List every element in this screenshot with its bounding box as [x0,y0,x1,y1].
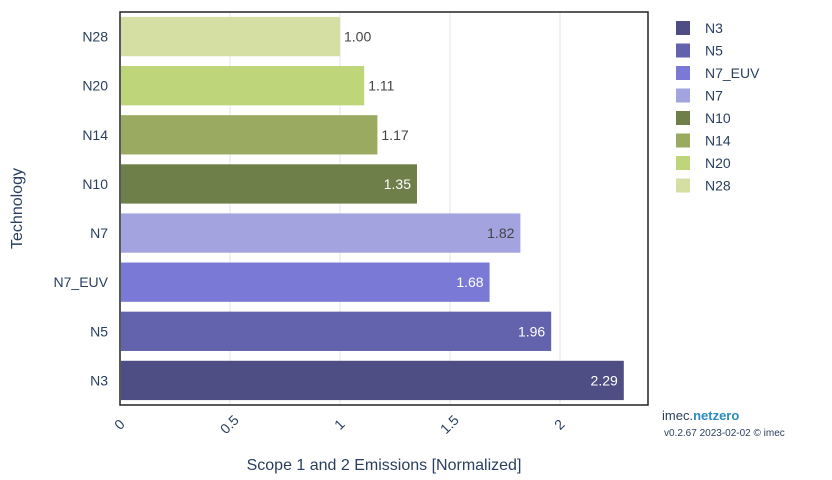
y-tick-label: N7_EUV [54,274,109,290]
y-tick-label: N10 [82,176,108,192]
x-tick-label: 2 [551,416,568,433]
legend-label[interactable]: N7 [705,88,723,104]
legend-swatch[interactable] [676,156,690,170]
legend-swatch[interactable] [676,66,690,80]
bar-N20[interactable] [121,66,365,106]
legend-swatch[interactable] [676,133,690,148]
bar-value-label: 1.68 [456,274,483,290]
x-tick-label: 1.5 [437,412,462,437]
legend-label[interactable]: N28 [705,178,731,194]
legend-label[interactable]: N5 [705,43,723,59]
bar-value-label: 1.00 [344,29,371,45]
y-axis-title: Technology [9,168,26,249]
x-tick-label: 0 [111,416,128,433]
bar-value-label: 2.29 [591,372,618,388]
legend-label[interactable]: N20 [705,155,731,171]
x-axis-title: Scope 1 and 2 Emissions [Normalized] [247,457,522,474]
brand-accent: netzero [693,408,740,423]
x-tick-label: 1 [331,416,348,433]
bar-N5[interactable] [121,311,552,351]
y-tick-label: N14 [82,127,108,143]
bars: 1.00 1.11 1.17 1.35 1.82 1.68 1.96 2.29 [121,16,624,401]
y-tick-label: N20 [82,78,108,94]
legend-label[interactable]: N7_EUV [705,65,760,81]
legend-swatch[interactable] [676,43,690,58]
legend[interactable]: N3 N5 N7_EUV N7 N10 N14 N20 N28 [676,20,760,194]
y-tick-label: N28 [82,29,108,45]
bar-value-label: 1.17 [381,127,408,143]
legend-label[interactable]: N3 [705,20,723,36]
legend-swatch[interactable] [676,88,690,103]
x-tick-labels: 0 0.5 1 1.5 2 [111,412,568,437]
bar-value-label: 1.82 [487,225,514,241]
y-tick-label: N7 [90,225,108,241]
brand-logo: imec.netzero [662,408,739,423]
version-text: v0.2.67 2023-02-02 © imec [664,428,785,439]
bar-N3[interactable] [121,360,624,401]
bar-value-label: 1.11 [368,78,394,94]
y-tick-label: N3 [90,372,108,388]
bar-N28[interactable] [121,16,340,57]
brand-prefix: imec. [662,408,694,423]
bar-N7_EUV[interactable] [121,262,490,302]
legend-swatch[interactable] [676,178,690,193]
bar-N7[interactable] [121,213,521,253]
legend-swatch[interactable] [676,111,690,125]
bar-N14[interactable] [121,115,378,155]
legend-label[interactable]: N14 [705,133,731,149]
plot-frame [119,11,649,406]
legend-label[interactable]: N10 [705,110,731,126]
x-tick-label: 0.5 [217,412,242,437]
bar-value-label: 1.96 [518,323,545,339]
bar-value-label: 1.35 [384,176,411,192]
y-tick-labels: N28 N20 N14 N10 N7 N7_EUV N5 N3 [54,29,109,389]
y-tick-label: N5 [90,323,108,339]
bar-N10[interactable] [121,164,417,204]
legend-swatch[interactable] [676,21,690,35]
